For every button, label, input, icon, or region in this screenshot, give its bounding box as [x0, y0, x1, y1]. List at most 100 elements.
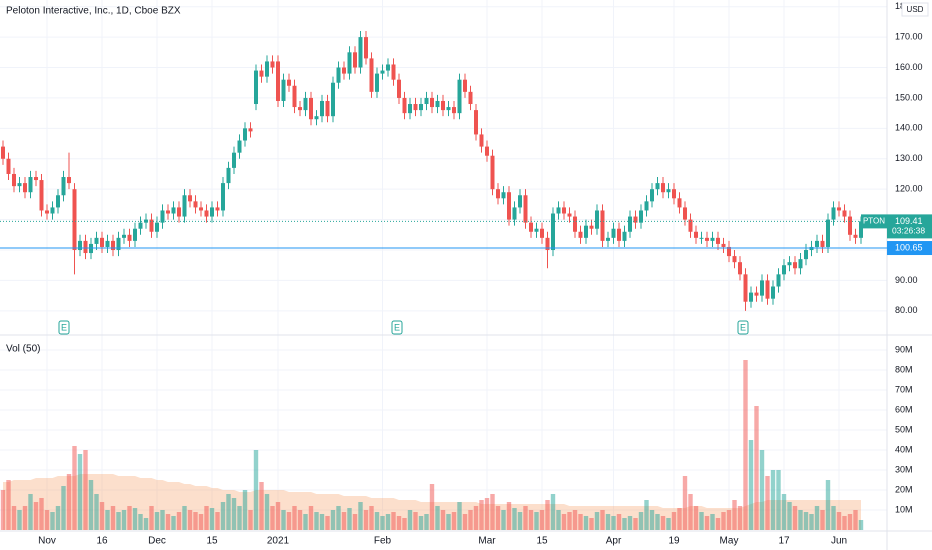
candle-body: [23, 183, 27, 193]
candle-body: [413, 104, 418, 111]
volume-bar: [116, 512, 121, 530]
volume-bar: [77, 454, 83, 530]
volume-bar: [391, 512, 396, 530]
candle-body: [611, 228, 616, 238]
volume-bar: [198, 514, 204, 530]
volume-bar: [143, 518, 149, 530]
volume-bar: [704, 516, 710, 530]
volume-bar: [226, 494, 231, 530]
volume-bar: [149, 506, 154, 530]
volume-bar: [484, 498, 490, 530]
candle-body: [122, 234, 126, 238]
candle-body: [754, 292, 759, 296]
x-tick-label: 15: [536, 536, 548, 547]
x-tick-label: Dec: [148, 536, 166, 547]
candle-body: [111, 240, 115, 251]
volume-bar: [820, 510, 825, 530]
candle-body: [298, 107, 302, 111]
y2-tick-label: 10M: [895, 504, 913, 514]
x-tick-label: Nov: [38, 536, 56, 547]
symbol-tag: [861, 214, 887, 229]
candle-body: [650, 189, 654, 202]
y-tick-label: 80.00: [895, 305, 918, 315]
candle-body: [61, 177, 66, 196]
volume-bar: [627, 516, 633, 530]
x-tick-label: Mar: [478, 536, 496, 547]
volume-bar: [187, 510, 193, 530]
volume-bar: [231, 498, 237, 530]
volume-bar: [204, 506, 209, 530]
volume-bar: [11, 506, 17, 530]
candle-body: [265, 61, 269, 77]
candle-body: [633, 216, 638, 223]
unit-label: USD: [907, 5, 924, 14]
candle-body: [485, 146, 489, 156]
candle-body: [204, 210, 209, 217]
volume-bar: [688, 494, 693, 530]
candle-body: [397, 79, 401, 98]
candle-body: [248, 128, 253, 132]
volume-bar: [61, 486, 66, 530]
volume-bar: [748, 440, 754, 530]
candle-body: [83, 240, 88, 254]
volume-bar: [110, 506, 116, 530]
candle-body: [490, 155, 495, 190]
volume-bar: [314, 512, 319, 530]
candle-body: [325, 100, 330, 117]
volume-bar: [297, 510, 303, 530]
volume-bar: [182, 506, 187, 530]
volume-bar: [677, 508, 682, 530]
earnings-label: E: [61, 322, 67, 332]
candle-body: [562, 207, 566, 214]
volume-bar: [655, 514, 660, 530]
candle-body: [17, 183, 22, 187]
volume-bar: [380, 516, 385, 530]
candle-body: [782, 265, 786, 275]
volume-bar: [341, 512, 347, 530]
candle-body: [12, 173, 16, 187]
volume-bar: [803, 512, 809, 530]
volume-bar: [385, 514, 391, 530]
volume-bar: [330, 510, 336, 530]
volume-bar: [660, 516, 666, 530]
candle-body: [639, 210, 643, 223]
volume-bar: [539, 510, 545, 530]
volume-bar: [490, 494, 495, 530]
volume-bar: [28, 494, 33, 530]
candle-body: [237, 140, 242, 153]
price-line-tag: [887, 241, 932, 256]
volume-bar: [347, 508, 352, 530]
candle-body: [661, 183, 665, 193]
volume-bar: [418, 516, 424, 530]
volume-pane: [0, 360, 864, 530]
volume-title: Vol (50): [6, 344, 40, 355]
x-tick-label: 19: [668, 536, 680, 547]
candle-body: [705, 237, 709, 241]
volume-bar: [616, 514, 622, 530]
candle-body: [67, 177, 71, 184]
x-tick-label: 17: [778, 536, 790, 547]
volume-bar: [578, 514, 583, 530]
volume-bar: [275, 502, 281, 530]
volume-bar: [451, 512, 457, 530]
y2-tick-label: 90M: [895, 344, 913, 354]
volume-bar: [281, 510, 286, 530]
volume-bar: [39, 498, 44, 530]
volume-bar: [358, 502, 363, 530]
y-tick-label: 160.00: [895, 62, 923, 72]
volume-bar: [446, 514, 451, 530]
x-tick-label: 15: [206, 536, 218, 547]
volume-bar: [528, 510, 534, 530]
candle-body: [105, 240, 110, 247]
candle-body: [386, 64, 390, 71]
volume-bar: [495, 506, 501, 530]
candle-body: [182, 195, 187, 217]
y2-tick-label: 50M: [895, 424, 913, 434]
volume-bar: [17, 510, 22, 530]
candle-body: [193, 201, 198, 208]
candle-body: [331, 82, 335, 117]
volume-bar: [352, 514, 358, 530]
candle-body: [815, 240, 819, 247]
volume-bar: [721, 512, 726, 530]
